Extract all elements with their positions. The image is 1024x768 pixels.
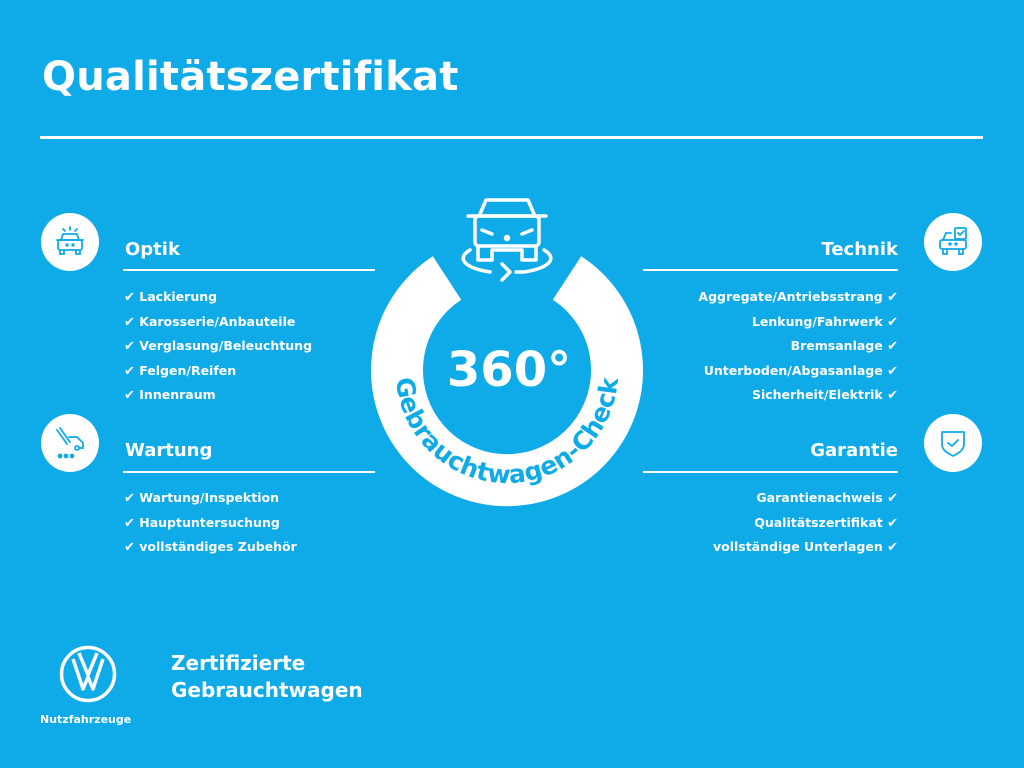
list-item: ✔ Felgen/Reifen: [124, 362, 237, 379]
section-heading-technik: Technik: [821, 239, 898, 260]
list-item: ✔ Verglasung/Beleuchtung: [124, 338, 313, 354]
section-divider: [123, 269, 375, 271]
shield-check-icon: [924, 414, 982, 472]
list-item: ✔ Wartung/Inspektion: [124, 490, 279, 506]
list-item: Bremsanlage ✔: [790, 338, 898, 354]
optik-list: ✔ Lackierung ✔ Karosserie/Anbauteile ✔ V…: [124, 285, 384, 408]
section-divider: [643, 471, 898, 473]
wartung-list: ✔ Wartung/Inspektion ✔ Hauptuntersuchung…: [124, 486, 384, 560]
list-item: ✔ vollständiges Zubehör: [124, 539, 297, 555]
badge-ring: [371, 256, 643, 507]
garantie-list: Garantienachweis ✔ Qualitätszertifikat ✔…: [638, 486, 898, 560]
list-item: Lenkung/Fahrwerk ✔: [751, 313, 898, 330]
tagline-line-1: Zertifizierte: [171, 651, 306, 675]
list-item: Aggregate/Antriebsstrang ✔: [698, 289, 898, 305]
section-divider: [643, 269, 898, 271]
car-checklist-icon: [924, 213, 982, 271]
page-title: Qualitätszertifikat: [42, 54, 459, 100]
tagline-line-2: Gebrauchtwagen: [171, 678, 363, 702]
section-divider: [123, 471, 375, 473]
list-item: Unterboden/Abgasanlage ✔: [703, 362, 898, 379]
list-item: Sicherheit/Elektrik ✔: [751, 387, 898, 403]
wrench-van-icon: [41, 414, 99, 472]
list-item: Garantienachweis ✔: [756, 490, 898, 506]
list-item: ✔ Lackierung: [124, 289, 218, 305]
list-item: ✔ Karosserie/Anbauteile: [124, 313, 296, 330]
section-heading-wartung: Wartung: [125, 440, 213, 461]
title-divider: [40, 136, 983, 139]
car-lights-icon: [41, 213, 99, 271]
logo-subtitle: Nutzfahrzeuge: [40, 713, 132, 726]
technik-list: Aggregate/Antriebsstrang ✔ Lenkung/Fahrw…: [638, 285, 898, 408]
list-item: vollständige Unterlagen ✔: [712, 539, 898, 555]
list-item: Qualitätszertifikat ✔: [754, 514, 898, 531]
section-heading-optik: Optik: [125, 239, 180, 260]
list-item: ✔ Innenraum: [124, 387, 216, 403]
brand-tagline: Zertifizierte Gebrauchtwagen: [171, 650, 363, 704]
badge-360-text: 360°: [447, 342, 571, 398]
car-rotate-icon: [461, 198, 553, 282]
section-heading-garantie: Garantie: [810, 440, 898, 461]
list-item: ✔ Hauptuntersuchung: [124, 514, 280, 531]
vw-logo: [59, 645, 117, 703]
